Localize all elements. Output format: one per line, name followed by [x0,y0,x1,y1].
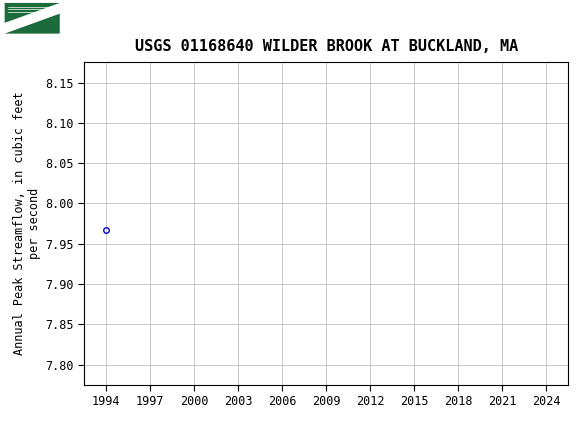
Title: USGS 01168640 WILDER BROOK AT BUCKLAND, MA: USGS 01168640 WILDER BROOK AT BUCKLAND, … [135,39,518,54]
Text: USGS: USGS [68,9,128,28]
Polygon shape [5,3,60,23]
Y-axis label: Annual Peak Streamflow, in cubic feet
per second: Annual Peak Streamflow, in cubic feet pe… [13,92,41,356]
Bar [5,3,60,34]
Polygon shape [5,14,60,34]
